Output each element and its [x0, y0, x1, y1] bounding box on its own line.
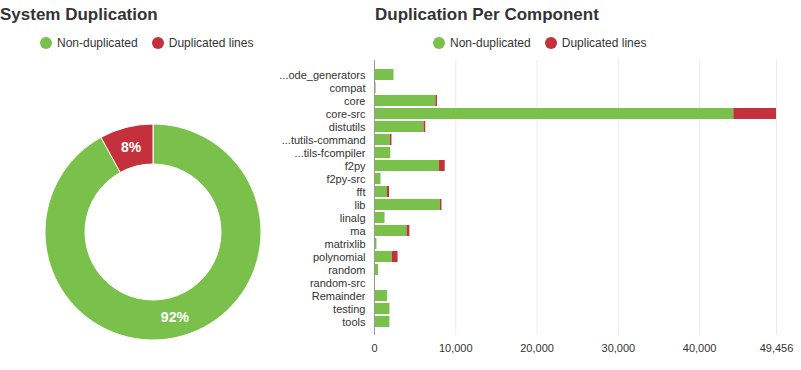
svg-text:core-src: core-src: [326, 108, 366, 120]
svg-text:...tils-fcompiler: ...tils-fcompiler: [295, 147, 366, 159]
svg-text:92%: 92%: [161, 309, 190, 325]
html-text:Non-duplicated: Non-duplicated: [57, 35, 138, 50]
svg-text:distutils: distutils: [329, 121, 366, 133]
svg-text:polynomial: polynomial: [313, 251, 366, 263]
svg-text:linalg: linalg: [340, 212, 366, 224]
svg-text:fft: fft: [357, 186, 366, 198]
svg-text:matrixlib: matrixlib: [325, 238, 366, 250]
svg-text:20,000: 20,000: [520, 342, 554, 354]
svg-text:tools: tools: [342, 316, 366, 328]
svg-text:core: core: [344, 95, 365, 107]
svg-text:lib: lib: [354, 199, 365, 211]
svg-text:testing: testing: [333, 303, 365, 315]
svg-text:8%: 8%: [121, 139, 142, 155]
svg-text:f2py-src: f2py-src: [326, 173, 366, 185]
svg-text:49,456: 49,456: [760, 342, 794, 354]
html-text:Non-duplicated: Non-duplicated: [450, 35, 531, 50]
svg-text:random-src: random-src: [310, 277, 366, 289]
html-text:Duplicated lines: Duplicated lines: [168, 35, 254, 50]
svg-text:...tutils-command: ...tutils-command: [282, 134, 366, 146]
html-text:Duplicated lines: Duplicated lines: [561, 35, 647, 50]
svg-text:...ode_generators: ...ode_generators: [279, 69, 366, 81]
svg-text:f2py: f2py: [345, 160, 366, 172]
html-text:System Duplication: System Duplication: [0, 5, 158, 24]
svg-text:compat: compat: [329, 82, 365, 94]
svg-text:random: random: [328, 264, 365, 276]
svg-text:10,000: 10,000: [439, 342, 473, 354]
svg-text:0: 0: [371, 342, 377, 354]
svg-text:40,000: 40,000: [683, 342, 717, 354]
html-text:Duplication Per Component: Duplication Per Component: [375, 5, 599, 24]
svg-text:30,000: 30,000: [602, 342, 636, 354]
svg-text:Remainder: Remainder: [312, 290, 366, 302]
svg-text:ma: ma: [350, 225, 366, 237]
